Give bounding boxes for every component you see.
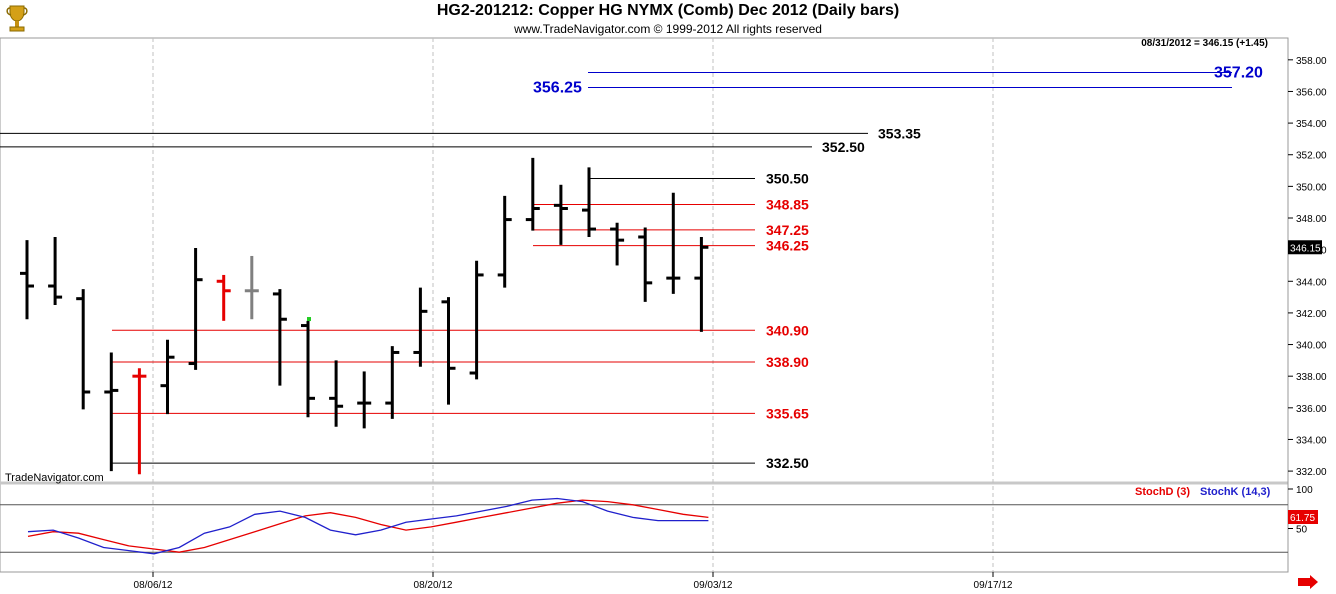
level-label: 348.85 [766, 197, 809, 213]
ohlc-bar [160, 339, 175, 415]
ohlc-bars [20, 157, 709, 475]
ohlc-bar [216, 274, 231, 321]
ohlc-bar [694, 236, 709, 332]
x-tick-label: 09/03/12 [694, 580, 733, 591]
y-tick-label: 358.00 [1296, 56, 1327, 67]
x-tick-label: 08/06/12 [134, 580, 173, 591]
level-label: 356.25 [533, 80, 582, 97]
ohlc-bar [272, 289, 287, 386]
x-tick-label: 08/20/12 [414, 580, 453, 591]
stoch-y-tick-label: 50 [1296, 525, 1308, 536]
ohlc-bar [413, 287, 428, 367]
y-tick-label: 352.00 [1296, 151, 1327, 162]
ohlc-bar [638, 227, 653, 302]
level-label: 353.35 [878, 125, 921, 141]
level-lines: 357.20 356.25 353.35 352.50 350.50 348.85 347.… [0, 64, 1263, 471]
ohlc-bar [244, 255, 259, 320]
ohlc-bar [385, 346, 400, 419]
ohlc-bar [20, 240, 34, 320]
last-price-box [1288, 240, 1322, 255]
y-tick-label: 344.00 [1296, 277, 1327, 288]
level-label: 352.50 [822, 139, 865, 155]
ohlc-bar [469, 260, 484, 380]
stoch-value-box [1288, 510, 1318, 524]
ohlc-bar [76, 289, 91, 410]
ohlc-bar [525, 157, 540, 231]
level-label: 347.25 [766, 222, 809, 238]
last-price-label: 346.15 [1290, 243, 1321, 254]
scroll-right-icon[interactable] [1298, 575, 1318, 589]
watermark-text: TradeNavigator.com [5, 472, 104, 484]
ohlc-bar [132, 368, 147, 475]
stoch-legend-d: StochD (3) [1135, 486, 1190, 498]
date-axis: 08/06/12 08/20/12 09/03/12 09/17/12 [0, 571, 1288, 591]
y-tick-label: 338.00 [1296, 372, 1327, 383]
signal-marker [307, 317, 311, 322]
ohlc-bar [188, 248, 203, 370]
level-label: 350.50 [766, 170, 809, 186]
stoch-line [27, 499, 709, 553]
copyright-text: www.TradeNavigator.com © 1999-2012 All r… [514, 22, 822, 36]
y-tick-label: 342.00 [1296, 309, 1327, 320]
ohlc-bar [301, 320, 315, 418]
stoch-legend-k: StochK (14,3) [1200, 486, 1271, 498]
ohlc-bar [357, 371, 372, 429]
y-tick-label: 348.00 [1296, 214, 1327, 225]
y-tick-label: 332.00 [1296, 467, 1327, 478]
ohlc-bar [497, 195, 512, 288]
price-axis: 358.00 356.00 354.00 352.00 350.00 348.00 346.… [1287, 38, 1327, 572]
ohlc-bar [329, 360, 344, 427]
y-tick-label: 340.00 [1296, 341, 1327, 352]
stoch-y-tick-label: 100 [1296, 485, 1313, 496]
chart-title: HG2-201212: Copper HG NYMX (Comb) Dec 20… [436, 2, 900, 19]
level-label: 338.90 [766, 354, 809, 370]
y-tick-label: 356.00 [1296, 87, 1327, 98]
ohlc-bar [553, 184, 568, 245]
y-tick-label: 334.00 [1296, 435, 1327, 446]
chart-header: HG2-201212: Copper HG NYMX (Comb) Dec 20… [0, 0, 1336, 38]
ohlc-bar [441, 297, 456, 405]
y-tick-label: 350.00 [1296, 182, 1327, 193]
vertical-grid [152, 38, 994, 572]
trophy-logo-icon [4, 2, 30, 34]
stoch-value-label: 61.75 [1290, 513, 1315, 524]
x-tick-label: 09/17/12 [974, 580, 1013, 591]
ohlc-bar [610, 222, 625, 266]
level-label: 340.90 [766, 322, 809, 338]
level-label: 346.25 [766, 238, 809, 254]
stoch-line [27, 497, 709, 555]
level-label: 332.50 [766, 455, 809, 471]
ohlc-bar [48, 236, 63, 305]
level-label: 335.65 [766, 405, 809, 421]
ohlc-bar [104, 352, 119, 472]
stoch-panel-frame [0, 483, 1289, 573]
last-bar-info: 08/31/2012 = 346.15 (+1.45) [1141, 38, 1268, 49]
ohlc-bar [666, 192, 681, 294]
stochastic-panel: 100 50 StochD (3) StochK (14,3) 61.75 [0, 485, 1318, 555]
y-tick-label: 336.00 [1296, 404, 1327, 415]
level-label: 357.20 [1214, 64, 1263, 81]
y-tick-label: 354.00 [1296, 119, 1327, 130]
ohlc-bar [582, 167, 596, 237]
